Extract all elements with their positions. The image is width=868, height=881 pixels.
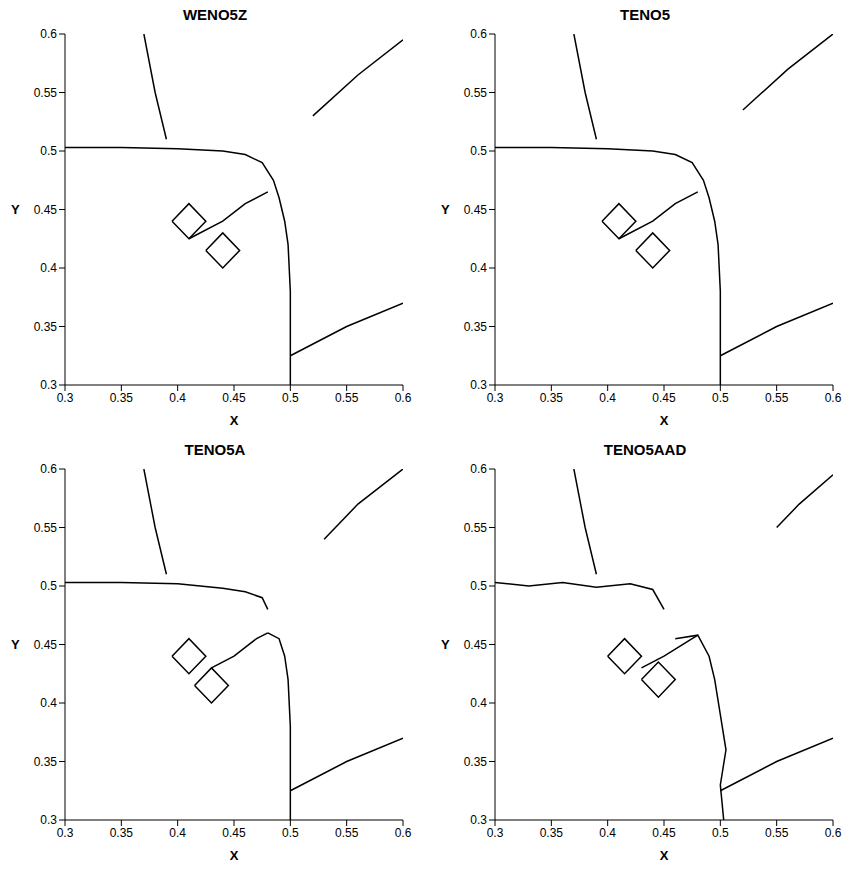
svg-text:0.5: 0.5 — [282, 826, 299, 840]
html-text:TENO5A: TENO5A — [184, 441, 246, 458]
svg-text:0.55: 0.55 — [464, 521, 488, 535]
svg-text:0.45: 0.45 — [34, 638, 58, 652]
svg-text:0.55: 0.55 — [335, 826, 359, 840]
svg-text:0.55: 0.55 — [464, 86, 488, 100]
svg-text:0.3: 0.3 — [57, 391, 74, 405]
svg-text:0.45: 0.45 — [464, 203, 488, 217]
svg-text:0.35: 0.35 — [110, 391, 134, 405]
svg-text:0.45: 0.45 — [464, 638, 488, 652]
html-text:TENO5AAD: TENO5AAD — [603, 441, 687, 458]
svg-text:X: X — [660, 413, 669, 428]
svg-text:0.35: 0.35 — [34, 755, 58, 769]
svg-text:0.6: 0.6 — [825, 391, 842, 405]
svg-text:0.6: 0.6 — [470, 462, 487, 476]
svg-text:0.45: 0.45 — [34, 203, 58, 217]
svg-text:0.45: 0.45 — [652, 391, 676, 405]
html-text:TENO5: TENO5 — [620, 6, 670, 23]
svg-text:0.4: 0.4 — [169, 391, 186, 405]
svg-text:0.35: 0.35 — [34, 320, 58, 334]
svg-text:0.5: 0.5 — [712, 391, 729, 405]
svg-text:Y: Y — [11, 637, 20, 652]
svg-text:0.5: 0.5 — [282, 391, 299, 405]
svg-text:0.35: 0.35 — [540, 826, 564, 840]
svg-text:0.4: 0.4 — [40, 696, 57, 710]
svg-text:0.4: 0.4 — [470, 696, 487, 710]
svg-text:Y: Y — [441, 202, 450, 217]
svg-text:0.55: 0.55 — [34, 86, 58, 100]
svg-text:0.55: 0.55 — [335, 391, 359, 405]
html-text:WENO5Z: WENO5Z — [182, 6, 248, 23]
svg-text:0.4: 0.4 — [599, 826, 616, 840]
svg-text:0.3: 0.3 — [40, 813, 57, 827]
svg-text:0.6: 0.6 — [395, 391, 412, 405]
svg-text:0.3: 0.3 — [487, 826, 504, 840]
svg-text:0.6: 0.6 — [40, 462, 57, 476]
svg-text:0.6: 0.6 — [395, 826, 412, 840]
svg-text:0.55: 0.55 — [765, 826, 789, 840]
svg-text:0.45: 0.45 — [222, 391, 246, 405]
svg-text:X: X — [660, 848, 669, 863]
svg-text:0.35: 0.35 — [540, 391, 564, 405]
svg-text:0.5: 0.5 — [470, 144, 487, 158]
svg-text:0.5: 0.5 — [712, 826, 729, 840]
svg-text:0.55: 0.55 — [765, 391, 789, 405]
svg-text:0.3: 0.3 — [57, 826, 74, 840]
svg-text:0.4: 0.4 — [599, 391, 616, 405]
svg-text:0.35: 0.35 — [464, 755, 488, 769]
svg-text:0.6: 0.6 — [40, 27, 57, 41]
svg-text:0.4: 0.4 — [169, 826, 186, 840]
svg-text:0.4: 0.4 — [40, 261, 57, 275]
svg-text:Y: Y — [11, 202, 20, 217]
svg-text:0.5: 0.5 — [40, 579, 57, 593]
svg-text:0.4: 0.4 — [470, 261, 487, 275]
svg-text:0.3: 0.3 — [470, 378, 487, 392]
svg-text:Y: Y — [441, 637, 450, 652]
svg-text:0.35: 0.35 — [110, 826, 134, 840]
svg-text:0.6: 0.6 — [825, 826, 842, 840]
svg-text:0.6: 0.6 — [470, 27, 487, 41]
svg-text:0.35: 0.35 — [464, 320, 488, 334]
svg-text:0.45: 0.45 — [222, 826, 246, 840]
svg-text:X: X — [230, 848, 239, 863]
svg-text:0.3: 0.3 — [40, 378, 57, 392]
svg-text:0.55: 0.55 — [34, 521, 58, 535]
svg-text:0.5: 0.5 — [40, 144, 57, 158]
svg-text:0.5: 0.5 — [470, 579, 487, 593]
svg-text:0.3: 0.3 — [470, 813, 487, 827]
svg-text:X: X — [230, 413, 239, 428]
svg-text:0.45: 0.45 — [652, 826, 676, 840]
svg-text:0.3: 0.3 — [487, 391, 504, 405]
